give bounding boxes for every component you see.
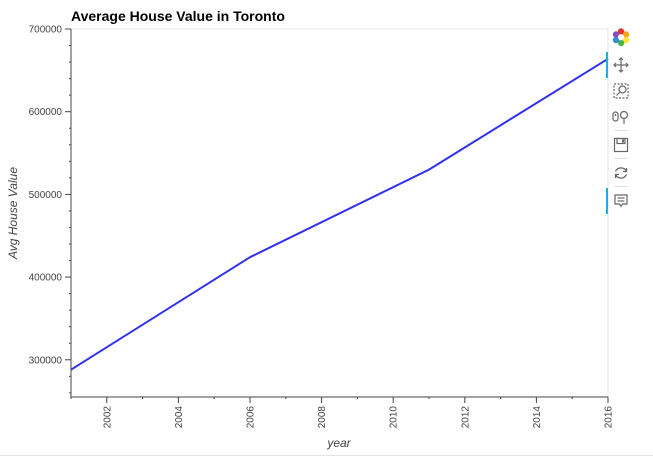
chart-toolbar [606,24,636,224]
bottom-divider [0,455,653,456]
wheel-zoom-icon[interactable] [606,106,636,128]
hover-icon[interactable] [606,190,636,212]
x-tick-label: 2012 [460,406,471,429]
x-tick-label: 2004 [174,406,185,429]
series-line [70,57,609,371]
y-tick-label: 600000 [29,107,63,118]
y-tick-label: 400000 [29,273,63,284]
y-tick-label: 500000 [29,190,63,201]
chart-title: Average House Value in Toronto [71,8,285,24]
x-tick-label: 2016 [604,406,615,429]
x-tick-label: 2008 [317,406,328,429]
x-tick-label: 2010 [389,406,400,429]
series-group [70,57,609,371]
x-axis: 2002 2004 2006 2008 2010 2012 2014 2016 [70,396,615,429]
y-tick-label: 700000 [29,25,63,36]
box-zoom-icon[interactable] [606,80,636,102]
y-axis-label: Avg House Value [6,167,20,260]
bokeh-logo-icon[interactable] [606,26,636,48]
y-axis: 300000 400000 500000 600000 700000 [29,25,72,397]
x-tick-label: 2014 [532,406,543,429]
x-axis-label: year [326,436,351,450]
y-tick-label: 300000 [29,355,63,366]
x-tick-label: 2006 [246,406,257,429]
pan-icon[interactable] [606,54,636,76]
x-tick-label: 2002 [102,406,113,429]
save-icon[interactable] [606,134,636,156]
reset-icon[interactable] [606,162,636,184]
